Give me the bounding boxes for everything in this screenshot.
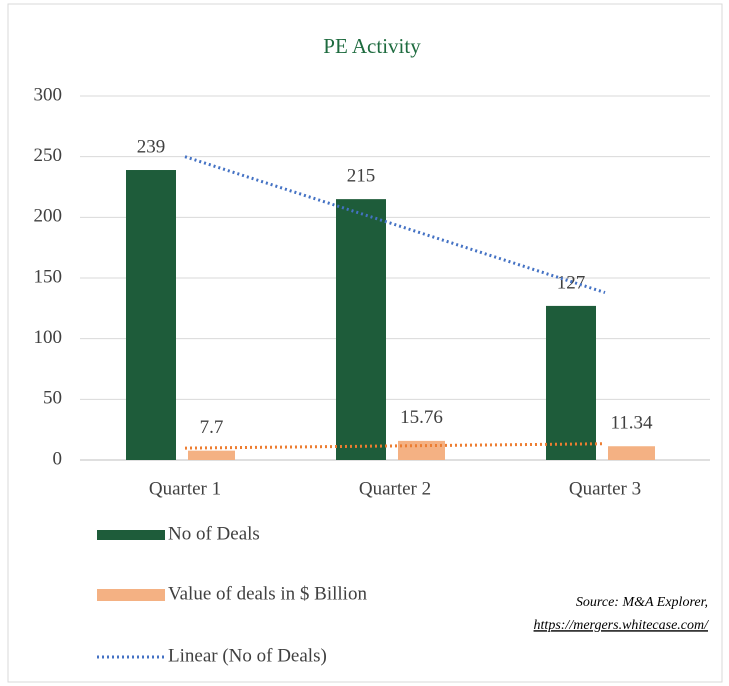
legend-label: Linear (No of Deals) bbox=[168, 645, 327, 666]
y-tick-label: 300 bbox=[34, 84, 63, 105]
bar bbox=[126, 170, 176, 460]
legend-label: Value of deals in $ Billion bbox=[168, 583, 367, 604]
y-tick-label: 100 bbox=[34, 327, 63, 348]
data-label: 11.34 bbox=[610, 413, 653, 434]
data-label: 15.76 bbox=[400, 407, 443, 428]
bar bbox=[608, 446, 655, 460]
chart-title: PE Activity bbox=[323, 34, 421, 58]
legend-label: No of Deals bbox=[168, 523, 260, 544]
bar bbox=[336, 199, 386, 460]
bar bbox=[546, 305, 596, 460]
x-tick-label: Quarter 2 bbox=[359, 478, 431, 499]
trendline bbox=[184, 155, 606, 294]
y-tick-label: 0 bbox=[53, 448, 63, 469]
y-tick-label: 250 bbox=[34, 145, 63, 166]
source-text: Source: M&A Explorer, bbox=[576, 595, 708, 610]
x-tick-label: Quarter 3 bbox=[569, 478, 641, 499]
y-tick-label: 150 bbox=[34, 266, 63, 287]
data-label: 215 bbox=[347, 165, 376, 186]
y-tick-label: 50 bbox=[43, 388, 62, 409]
data-label: 7.7 bbox=[200, 417, 224, 438]
legend-swatch bbox=[97, 530, 165, 540]
x-tick-label: Quarter 1 bbox=[149, 478, 221, 499]
source-link: https://mergers.whitecase.com/ bbox=[534, 618, 710, 633]
bar bbox=[398, 440, 445, 460]
y-tick-label: 200 bbox=[34, 206, 63, 227]
trendline bbox=[184, 442, 606, 450]
data-label: 239 bbox=[137, 136, 166, 157]
bar bbox=[188, 450, 235, 460]
legend-swatch bbox=[97, 589, 165, 601]
